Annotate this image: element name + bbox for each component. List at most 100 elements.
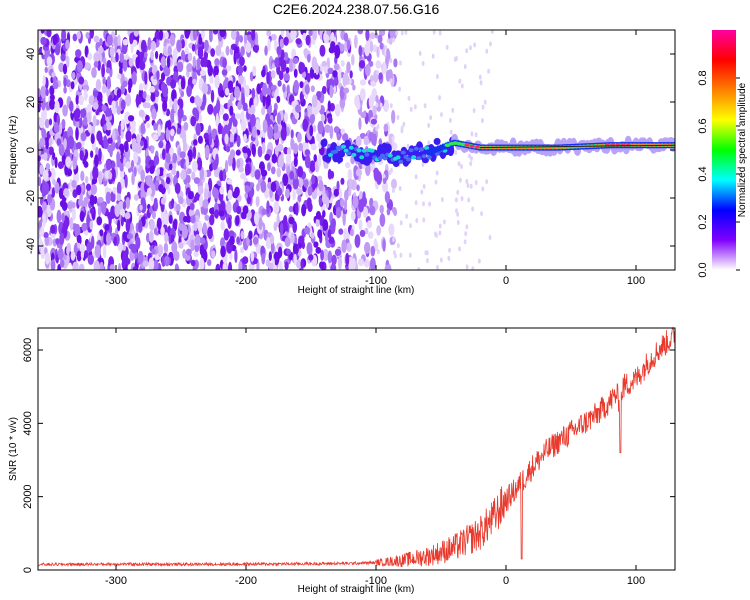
heatmap-noise-cell xyxy=(54,156,58,169)
heatmap-noise-cell xyxy=(150,145,155,154)
heatmap-noise-cell xyxy=(57,161,64,170)
heatmap-noise-cell xyxy=(177,61,184,73)
heatmap-noise-cell xyxy=(466,183,470,189)
heatmap-noise-cell xyxy=(43,152,48,161)
heatmap-noise-cell xyxy=(200,57,206,68)
heatmap-signal-cell xyxy=(336,156,344,163)
heatmap-noise-cell xyxy=(134,142,139,153)
heatmap-noise-cell xyxy=(40,245,46,260)
heatmap-noise-cell xyxy=(67,135,75,150)
heatmap-noise-cell xyxy=(126,233,134,240)
heatmap-noise-cell xyxy=(359,88,366,101)
heatmap-noise-cell xyxy=(299,81,304,89)
heatmap-noise-cell xyxy=(356,101,361,110)
heatmap-noise-cell xyxy=(174,263,179,270)
heatmap-noise-cell xyxy=(39,137,46,147)
heatmap-noise-cell xyxy=(53,122,59,133)
heatmap-noise-cell xyxy=(91,67,97,79)
heatmap-noise-cell xyxy=(316,131,323,143)
heatmap-noise-cell xyxy=(207,177,213,192)
heatmap-signal-cell xyxy=(464,143,470,147)
heatmap-noise-cell xyxy=(282,214,288,228)
heatmap-noise-cell xyxy=(139,51,144,64)
heatmap-noise-cell xyxy=(56,138,62,146)
heatmap-noise-cell xyxy=(458,246,461,252)
heatmap-signal-cell xyxy=(434,146,439,153)
heatmap-noise-cell xyxy=(270,181,277,193)
heatmap-noise-cell xyxy=(49,94,55,102)
heatmap-noise-cell xyxy=(219,200,226,213)
heatmap-noise-cell xyxy=(456,211,460,217)
heatmap-noise-cell xyxy=(238,166,244,173)
heatmap-noise-cell xyxy=(100,201,107,215)
heatmap-noise-cell xyxy=(87,52,93,61)
heatmap-signal-cell xyxy=(442,143,447,150)
heatmap-noise-cell xyxy=(215,112,220,126)
heatmap-noise-cell xyxy=(197,97,202,108)
heatmap-noise-cell xyxy=(42,169,49,181)
heatmap-noise-cell xyxy=(234,86,241,99)
heatmap-noise-cell xyxy=(382,99,390,113)
heatmap-noise-cell xyxy=(283,112,289,123)
heatmap-noise-cell xyxy=(258,216,263,231)
heatmap-noise-cell xyxy=(227,80,234,90)
heatmap-noise-cell xyxy=(38,144,42,158)
heatmap-noise-cell xyxy=(90,150,94,158)
heatmap-noise-cell xyxy=(479,80,483,86)
heatmap-noise-cell xyxy=(236,205,242,215)
heatmap-noise-cell xyxy=(302,118,309,132)
heatmap-noise-cell xyxy=(352,195,359,209)
heatmap-noise-cell xyxy=(465,224,469,230)
heatmap-noise-cell xyxy=(405,213,408,219)
heatmap-noise-cell xyxy=(322,248,329,262)
heatmap-noise-cell xyxy=(201,30,205,40)
heatmap-noise-cell xyxy=(38,103,41,113)
heatmap-noise-cell xyxy=(117,73,122,80)
heatmap-signal-cell xyxy=(413,146,419,151)
heatmap-noise-cell xyxy=(354,234,361,248)
heatmap-noise-cell xyxy=(273,123,279,134)
heatmap-noise-cell xyxy=(112,186,117,194)
heatmap-noise-cell xyxy=(474,180,478,186)
heatmap-noise-cell xyxy=(120,118,125,131)
heatmap-noise-cell xyxy=(229,105,234,116)
heatmap-noise-cell xyxy=(48,118,53,126)
heatmap-noise-cell xyxy=(331,254,337,266)
heatmap-noise-cell xyxy=(85,183,92,191)
heatmap-noise-cell xyxy=(327,229,332,239)
heatmap-noise-cell xyxy=(298,142,304,152)
heatmap-noise-cell xyxy=(165,152,171,164)
heatmap-noise-cell xyxy=(330,262,337,270)
heatmap-noise-cell xyxy=(151,210,156,220)
heatmap-noise-cell xyxy=(108,171,113,180)
heatmap-signal-cell xyxy=(421,154,427,159)
heatmap-noise-cell xyxy=(276,45,282,56)
heatmap-noise-cell xyxy=(196,157,203,171)
heatmap-noise-cell xyxy=(393,209,398,217)
heatmap-noise-cell xyxy=(480,211,483,217)
heatmap-noise-cell xyxy=(158,184,164,193)
heatmap-noise-cell xyxy=(400,30,404,36)
heatmap-noise-cell xyxy=(140,139,144,147)
heatmap-noise-cell xyxy=(270,70,276,79)
heatmap-noise-cell xyxy=(189,202,195,211)
heatmap-noise-cell xyxy=(458,78,462,84)
heatmap-noise-cell xyxy=(239,56,245,67)
heatmap-noise-cell xyxy=(315,210,322,220)
heatmap-noise-cell xyxy=(319,30,324,40)
heatmap-noise-cell xyxy=(423,103,427,109)
heatmap-noise-cell xyxy=(276,95,281,104)
heatmap-noise-cell xyxy=(109,264,115,270)
heatmap-noise-cell xyxy=(199,244,205,256)
heatmap-noise-cell xyxy=(225,200,232,215)
heatmap-noise-cell xyxy=(145,175,153,187)
heatmap-noise-cell xyxy=(284,261,289,270)
heatmap-noise-cell xyxy=(160,72,166,82)
heatmap-y-tick-label: -20 xyxy=(25,190,37,206)
heatmap-noise-cell xyxy=(166,55,171,69)
heatmap-noise-cell xyxy=(318,180,324,192)
heatmap-noise-cell xyxy=(142,260,149,267)
heatmap-noise-cell xyxy=(48,146,54,156)
heatmap-signal-cell xyxy=(361,148,367,153)
heatmap-noise-cell xyxy=(48,99,56,110)
